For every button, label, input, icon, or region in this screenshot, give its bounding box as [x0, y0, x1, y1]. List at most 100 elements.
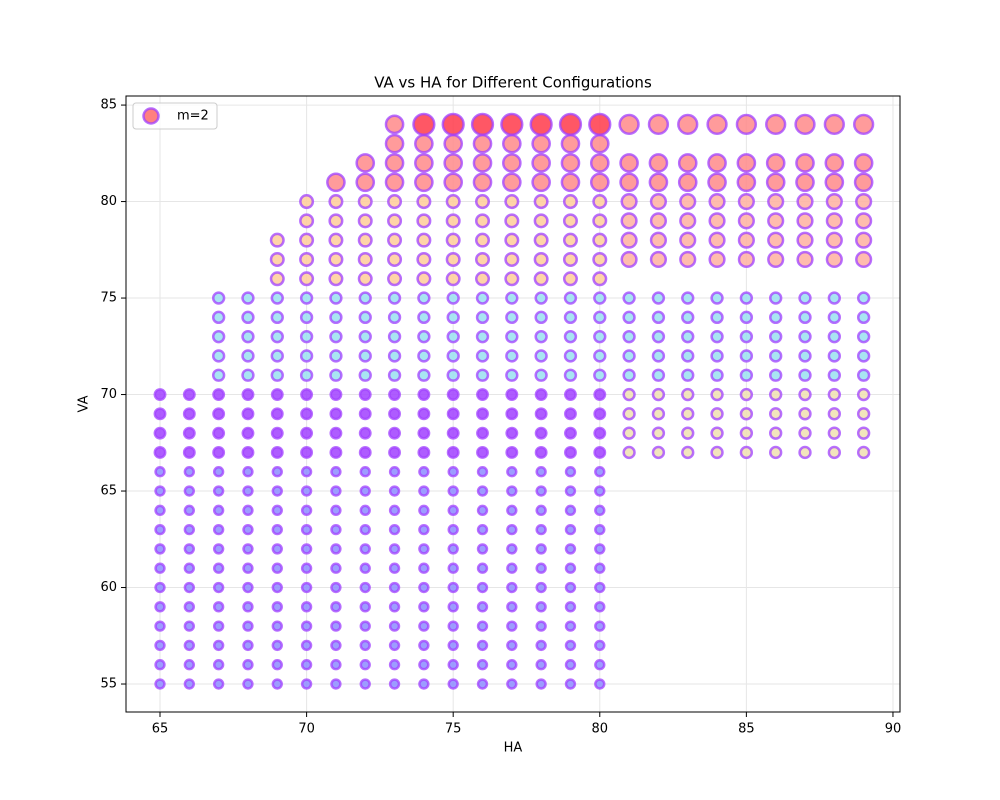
point: [535, 639, 547, 652]
point: [535, 543, 547, 555]
point: [651, 426, 666, 440]
point: [651, 291, 666, 305]
point: [241, 291, 255, 305]
x-tick-label: 75: [445, 722, 462, 737]
point: [564, 466, 577, 478]
point: [534, 310, 548, 325]
point: [827, 445, 841, 460]
point: [357, 232, 373, 248]
point: [594, 678, 606, 690]
point: [505, 445, 519, 459]
point: [183, 601, 196, 613]
point: [737, 250, 755, 269]
point: [359, 562, 371, 574]
point: [414, 133, 434, 154]
point: [154, 620, 166, 632]
point: [182, 407, 196, 421]
point: [651, 329, 666, 344]
point: [622, 445, 636, 460]
point: [212, 504, 225, 517]
point: [447, 562, 459, 574]
point: [531, 133, 551, 154]
point: [270, 445, 284, 459]
point: [798, 426, 812, 440]
point: [330, 659, 342, 671]
point: [594, 523, 606, 536]
point: [855, 231, 873, 249]
point: [767, 192, 785, 211]
point: [535, 620, 547, 632]
point: [358, 329, 372, 344]
point: [330, 601, 342, 613]
point: [154, 485, 166, 497]
point: [270, 368, 284, 382]
point: [387, 194, 403, 210]
point: [710, 387, 724, 402]
point: [708, 192, 726, 211]
point: [388, 639, 401, 652]
point: [212, 581, 225, 594]
point: [592, 251, 608, 267]
point: [765, 172, 786, 193]
point: [300, 581, 313, 594]
point: [531, 172, 551, 193]
point: [417, 407, 431, 421]
point: [737, 231, 755, 249]
point: [328, 232, 344, 248]
point: [798, 368, 812, 382]
point: [447, 678, 459, 690]
point: [387, 349, 402, 363]
point: [564, 504, 577, 517]
point: [795, 172, 815, 193]
point: [388, 407, 401, 421]
point: [388, 620, 401, 632]
point: [241, 329, 255, 344]
point: [563, 368, 578, 382]
point: [794, 113, 816, 136]
point: [827, 349, 841, 363]
chart-title: VA vs HA for Different Configurations: [374, 74, 652, 92]
point: [241, 445, 255, 459]
point: [594, 543, 606, 555]
point: [534, 368, 548, 382]
point: [299, 251, 315, 267]
point: [446, 368, 460, 382]
point: [505, 310, 519, 325]
point: [416, 232, 432, 248]
point: [622, 368, 636, 382]
point: [827, 368, 841, 382]
point: [359, 581, 371, 594]
point: [418, 562, 430, 574]
point: [856, 426, 871, 440]
point: [330, 543, 342, 555]
point: [681, 329, 695, 344]
point: [271, 485, 283, 497]
point: [474, 251, 491, 267]
point: [798, 291, 812, 305]
point: [827, 291, 841, 305]
point: [269, 251, 285, 267]
point: [562, 271, 578, 287]
point: [416, 251, 432, 267]
point: [681, 310, 695, 325]
point: [476, 388, 489, 401]
x-tick-label: 90: [885, 722, 902, 737]
point: [388, 485, 401, 497]
point: [271, 620, 283, 632]
point: [594, 581, 606, 594]
point: [506, 543, 518, 555]
point: [681, 445, 695, 460]
point: [417, 349, 431, 363]
point: [681, 407, 695, 421]
point: [476, 581, 489, 594]
point: [827, 329, 841, 344]
point: [710, 329, 724, 344]
point: [855, 250, 873, 269]
point: [211, 291, 226, 305]
point: [564, 678, 577, 690]
point: [183, 466, 196, 478]
point: [769, 368, 783, 382]
point: [388, 445, 401, 459]
point: [474, 232, 491, 248]
point: [593, 426, 607, 440]
